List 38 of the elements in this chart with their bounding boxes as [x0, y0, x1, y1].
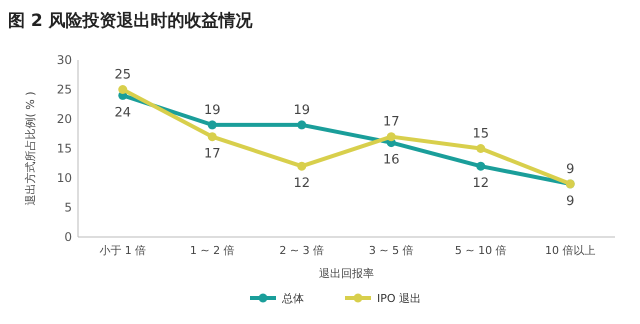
- y-axis-title: 退出方式所占比例( % ): [24, 91, 37, 206]
- x-tick-label: 5 ~ 10 倍: [454, 244, 507, 257]
- y-tick-label: 25: [56, 82, 72, 96]
- y-tick-label: 10: [56, 171, 72, 185]
- x-tick-label: 2 ~ 3 倍: [279, 244, 324, 257]
- data-label: 17: [382, 114, 400, 130]
- x-tick-label: 3 ~ 5 倍: [368, 244, 414, 257]
- point: [476, 162, 486, 171]
- x-tick-label: 10 倍以上: [545, 244, 596, 257]
- data-label: 12: [293, 176, 310, 192]
- data-label: 9: [566, 162, 574, 177]
- x-tick-label: 1 ~ 2 倍: [190, 244, 235, 257]
- data-label: 15: [472, 126, 490, 142]
- chart-title: 图 2 风险投资退出时的收益情况: [8, 11, 254, 31]
- point: [208, 120, 217, 130]
- x-tick-label: 小于 1 倍: [99, 244, 146, 257]
- point: [297, 120, 306, 130]
- point: [386, 132, 396, 142]
- x-axis-title: 退出回报率: [319, 267, 374, 280]
- legend-label: 总体: [281, 292, 304, 305]
- y-tick-label: 20: [56, 112, 72, 126]
- y-tick-label: 5: [64, 200, 72, 214]
- data-label: 19: [293, 102, 310, 118]
- data-label: 25: [114, 68, 132, 82]
- point: [476, 144, 486, 153]
- data-label: 24: [114, 105, 132, 120]
- y-tick-label: 30: [56, 53, 72, 67]
- point: [208, 132, 217, 142]
- data-label: 19: [204, 102, 221, 118]
- legend-label: IPO 退出: [377, 292, 422, 305]
- point: [118, 85, 128, 94]
- data-label: 9: [566, 194, 574, 209]
- data-label: 12: [472, 176, 490, 192]
- data-label: 17: [204, 146, 221, 162]
- data-label: 16: [382, 152, 400, 168]
- y-tick-label: 0: [64, 230, 72, 244]
- point: [297, 162, 306, 171]
- y-tick-label: 15: [56, 142, 72, 156]
